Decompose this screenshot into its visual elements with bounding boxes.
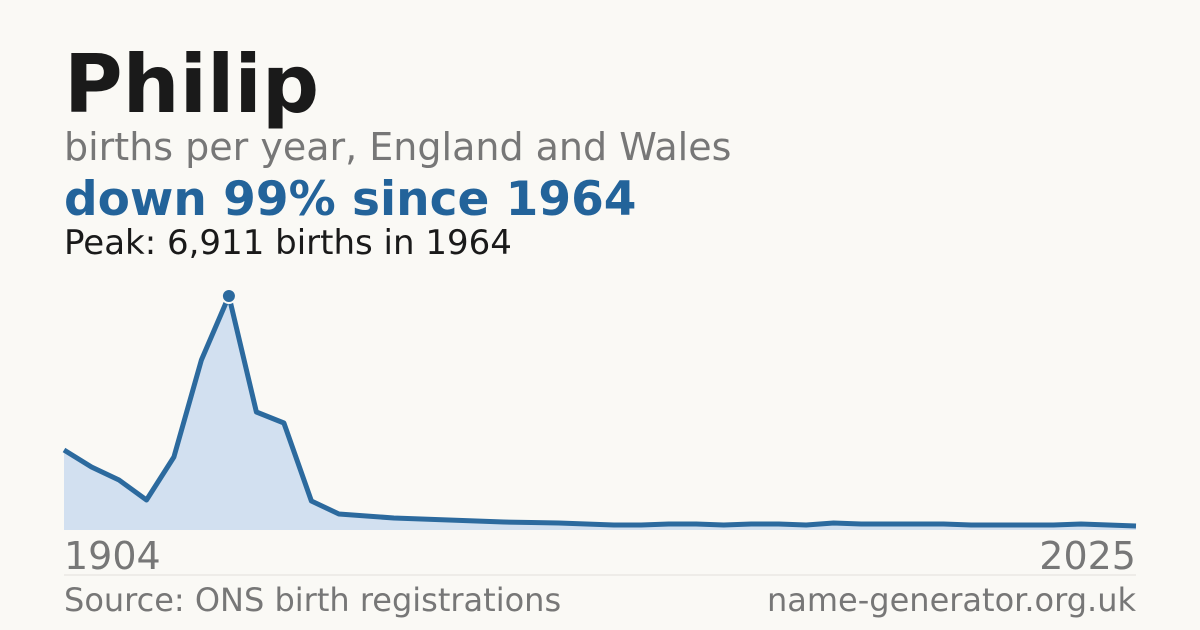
- x-tick-label: 1904: [64, 534, 161, 578]
- source: Source: ONS birth registrations: [64, 581, 561, 619]
- plot: 1904 2025: [62, 288, 1137, 578]
- site: name-generator.org.uk: [767, 581, 1136, 619]
- headline: down 99% since 1964: [64, 172, 637, 227]
- area: [64, 296, 1136, 530]
- chart-title: Philip: [64, 38, 319, 131]
- peak-annotation: Peak: 6,911 births in 1964: [64, 223, 512, 263]
- peak-marker: [220, 288, 237, 305]
- chart-subtitle: births per year, England and Wales: [64, 125, 731, 169]
- line: [62, 293, 1137, 529]
- x-tick-label: 2025: [1039, 534, 1136, 578]
